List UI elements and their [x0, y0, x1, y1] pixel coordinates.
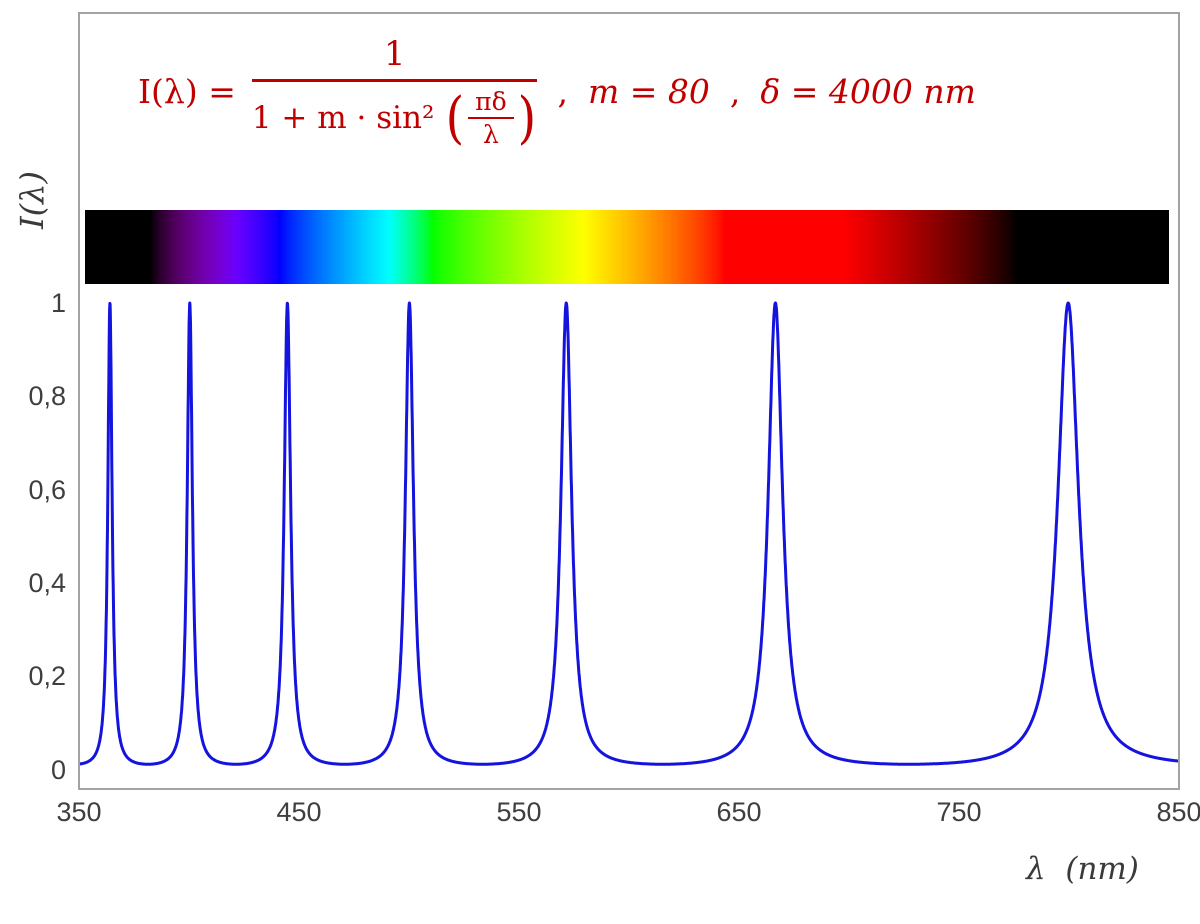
separator-comma: , [729, 72, 741, 112]
y-tick-label: 0,8 [28, 381, 66, 411]
formula-denominator-prefix: 1 + m · sin² [251, 100, 445, 137]
y-axis-label: I(λ) [13, 171, 51, 229]
y-tick-label: 0,6 [28, 475, 66, 505]
separator-comma: , [557, 72, 568, 112]
intensity-curve-plot [80, 301, 1178, 766]
x-tick-label: 750 [936, 797, 982, 827]
intensity-curve [80, 301, 1178, 766]
formula-numerator: 1 [251, 35, 538, 83]
close-paren: ) [517, 85, 536, 151]
open-paren: ( [445, 85, 465, 151]
formula-denominator: 1 + m · sin² ( πδ λ ) [252, 82, 538, 147]
plot-frame: I(λ) = 1 1 + m · sin² ( πδ λ ) , m = 80 … [78, 12, 1180, 790]
formula: I(λ) = 1 1 + m · sin² ( πδ λ ) , m = 80 … [138, 35, 976, 147]
y-tick-label: 0,4 [28, 568, 66, 598]
y-tick-label: 1 [50, 288, 66, 318]
x-tick-label: 350 [56, 797, 102, 827]
formula-lhs: I(λ) = [138, 72, 236, 112]
x-tick-label: 550 [496, 797, 542, 827]
formula-fraction: 1 1 + m · sin² ( πδ λ ) [251, 35, 538, 147]
x-tick-label: 650 [716, 797, 762, 827]
inner-fraction-numerator: πδ [468, 89, 514, 120]
y-tick-label: 0 [50, 755, 66, 785]
inner-fraction: πδ λ [468, 89, 514, 150]
x-tick-label: 850 [1156, 797, 1200, 827]
inner-fraction-denominator: λ [482, 120, 499, 150]
x-tick-label: 450 [276, 797, 322, 827]
spectrum-canvas [85, 210, 1169, 284]
visible-spectrum-bar [85, 210, 1169, 284]
param-delta: δ = 4000 nm [760, 72, 976, 112]
y-tick-label: 0,2 [28, 661, 66, 691]
param-m: m = 80 [587, 72, 710, 112]
x-axis-label: λ (nm) [1026, 851, 1139, 887]
